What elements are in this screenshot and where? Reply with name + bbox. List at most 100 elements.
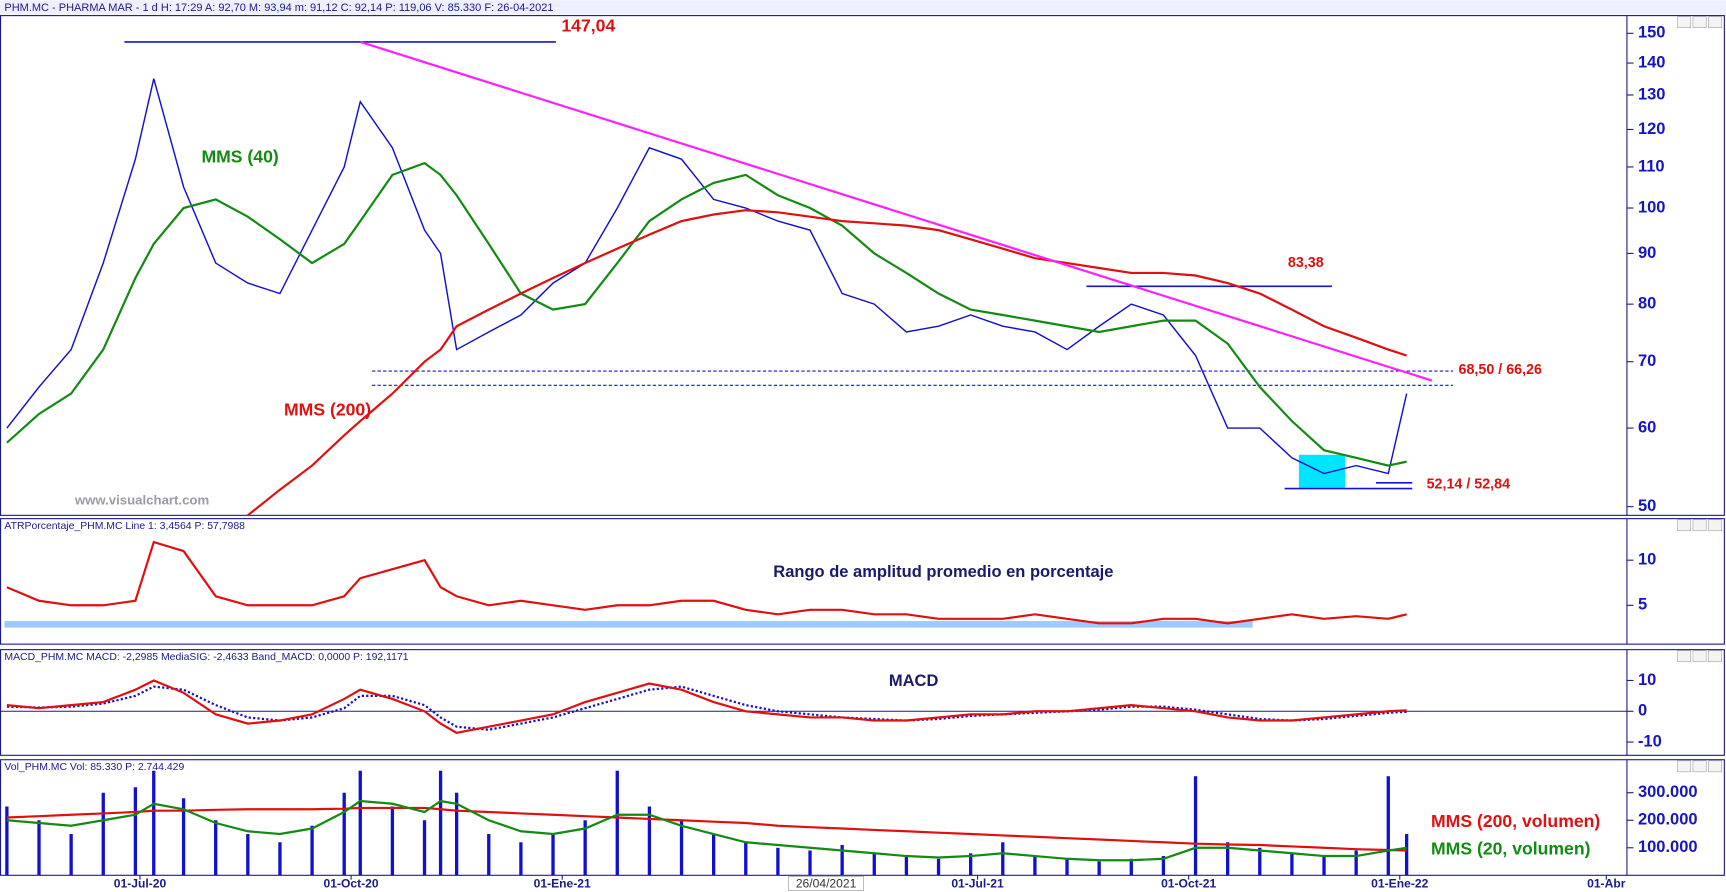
y-tick-label: 90	[1638, 244, 1656, 262]
y-tick-label: 0	[1638, 702, 1647, 720]
y-tick-label: 200.000	[1638, 811, 1698, 829]
y-tick-label: 10	[1638, 551, 1656, 569]
volume-bar	[390, 806, 395, 876]
level-label: 68,50 / 66,26	[1459, 362, 1543, 378]
volume-bar	[246, 834, 250, 876]
panel-button	[1677, 16, 1692, 28]
series-line	[6, 806, 1407, 852]
series-line	[6, 161, 1407, 467]
volume-bar	[69, 834, 73, 876]
volume-bar	[1065, 858, 1069, 876]
panel-button	[1692, 760, 1707, 773]
panel-button	[1677, 519, 1692, 532]
watermark: www.visualchart.com	[74, 493, 209, 508]
series-line	[6, 540, 1407, 625]
volume-bar	[181, 798, 186, 876]
panel-label: Rango de amplitud promedio en porcentaje	[773, 563, 1113, 581]
level-label: 83,38	[1288, 255, 1324, 271]
panel-button	[1708, 760, 1722, 773]
cursor-label: 26/04/2021	[796, 876, 857, 890]
header-bar	[0, 0, 1726, 15]
x-tick-label: 01-Oct-21	[1161, 876, 1216, 890]
x-tick-label: 01-Abr	[1587, 876, 1626, 890]
volume-bar	[487, 834, 491, 876]
volume-bar	[1129, 858, 1133, 876]
volume-bar	[1258, 847, 1262, 876]
volume-bar	[1226, 842, 1230, 876]
volume-bar	[776, 847, 780, 876]
volume-bar	[519, 842, 523, 876]
volume-bar	[1354, 850, 1358, 876]
volume-bar	[840, 845, 844, 876]
panel-button	[1692, 16, 1707, 28]
y-tick-label: 100.000	[1638, 838, 1698, 856]
y-tick-label: 10	[1638, 671, 1656, 689]
panel-button	[1708, 16, 1722, 28]
volume-bar	[454, 792, 459, 876]
panel-title: MACD_PHM.MC MACD: -2,2985 MediaSIG: -2,4…	[4, 652, 408, 663]
panel-frame	[0, 649, 1725, 756]
y-tick-label: 300.000	[1638, 783, 1698, 801]
y-tick-label: 140	[1638, 53, 1666, 71]
panel-frame	[0, 15, 1725, 516]
cursor-box	[788, 876, 864, 891]
trend-line	[359, 40, 1433, 382]
series-label: MMS (20, volumen)	[1431, 839, 1590, 859]
volume-bar	[711, 834, 716, 876]
panel-button	[1692, 650, 1707, 663]
volume-bar	[152, 770, 156, 876]
x-tick-label: 01-Oct-20	[324, 876, 379, 890]
volume-bar	[808, 850, 812, 876]
volume-bar	[647, 806, 652, 876]
panel-frame	[0, 759, 1725, 876]
volume-bar	[551, 834, 555, 876]
volume-bar	[133, 787, 138, 876]
series-line	[247, 209, 1408, 517]
x-tick-label: 01-Ene-21	[534, 876, 591, 890]
x-tick-label: 01-Jul-21	[951, 876, 1004, 890]
volume-bar	[1033, 856, 1037, 876]
x-tick-label: 01-Jul-20	[114, 876, 167, 890]
series-line	[6, 78, 1408, 475]
volume-bar	[679, 820, 684, 876]
volume-bar	[278, 842, 282, 876]
y-tick-label: 100	[1638, 198, 1666, 216]
volume-bar	[1001, 842, 1005, 876]
x-tick-label: 01-Ene-22	[1371, 876, 1428, 890]
volume-bar	[214, 820, 218, 876]
panel-title: ATRPorcentaje_PHM.MC Line 1: 3,4564 P: 5…	[4, 521, 245, 532]
volume-bar	[438, 770, 443, 876]
panel-title: Vol_PHM.MC Vol: 85.330 P: 2.744.429	[4, 762, 184, 773]
volume-bar	[1322, 856, 1326, 876]
panel-label: MACD	[889, 672, 939, 690]
volume-bar	[1290, 853, 1294, 876]
y-tick-label: -10	[1638, 732, 1662, 750]
volume-bar	[37, 820, 41, 876]
volume-bar	[358, 770, 362, 876]
panel-button	[1677, 650, 1692, 663]
volume-bar	[1193, 776, 1198, 876]
series-line	[6, 685, 1407, 731]
volume-bar	[583, 820, 587, 876]
highlight-box	[1298, 454, 1346, 488]
volume-bar	[615, 770, 619, 876]
panel-button	[1677, 760, 1692, 773]
volume-bar	[904, 856, 909, 876]
y-tick-label: 5	[1638, 596, 1647, 614]
volume-bar	[1161, 856, 1166, 876]
volume-bar	[1386, 776, 1390, 876]
panel-button	[1708, 650, 1722, 663]
series-label: MMS (200)	[284, 399, 371, 419]
volume-bar	[872, 853, 876, 876]
y-tick-label: 150	[1638, 24, 1666, 42]
y-tick-label: 50	[1638, 497, 1656, 515]
volume-bar	[101, 792, 105, 876]
y-tick-label: 80	[1638, 295, 1656, 313]
volume-bar	[969, 853, 973, 876]
volume-bar	[310, 825, 314, 876]
y-tick-label: 120	[1638, 120, 1666, 138]
volume-bar	[1097, 861, 1101, 876]
y-tick-label: 70	[1638, 352, 1656, 370]
panel-button	[1692, 519, 1707, 532]
